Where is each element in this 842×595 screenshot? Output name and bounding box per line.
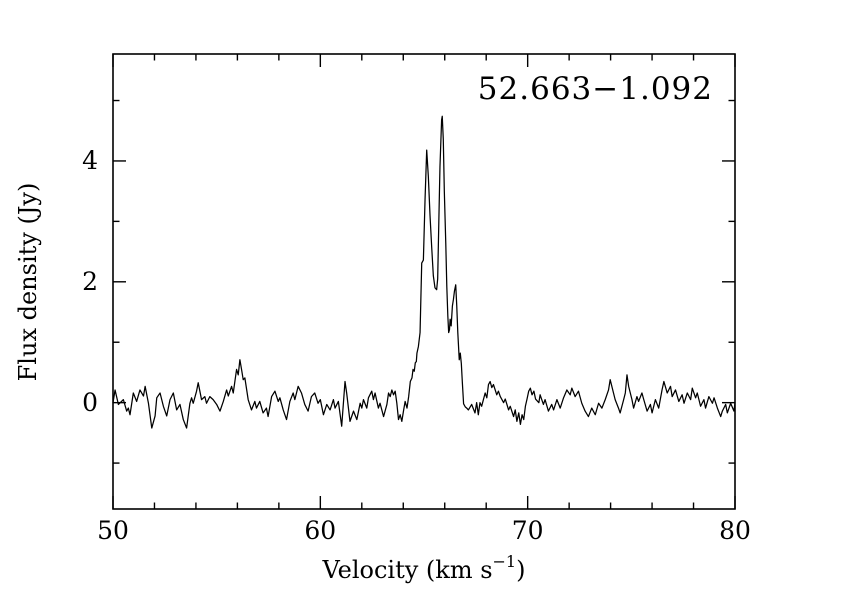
- x-axis-title: Velocity (km s−1): [322, 552, 526, 584]
- x-tick-label-50: 50: [97, 516, 129, 545]
- x-tick-label-80: 80: [719, 516, 751, 545]
- y-tick-label-0: 0: [82, 388, 98, 417]
- plot-frame: [112, 53, 736, 510]
- x-axis-title-base: Velocity (km s: [322, 556, 493, 584]
- x-axis-title-superscript: −1: [493, 552, 517, 571]
- y-tick-label-2: 2: [82, 267, 98, 296]
- spectrum-line: [112, 115, 736, 429]
- x-tick-label-60: 60: [304, 516, 336, 545]
- source-label: 52.663−1.092: [478, 71, 713, 107]
- x-tick-label-70: 70: [512, 516, 544, 545]
- chart-dynamic-layer: [112, 53, 736, 510]
- x-axis-title-end: ): [516, 556, 525, 584]
- y-tick-label-4: 4: [82, 146, 98, 175]
- y-axis-title: Flux density (Jy): [14, 183, 42, 382]
